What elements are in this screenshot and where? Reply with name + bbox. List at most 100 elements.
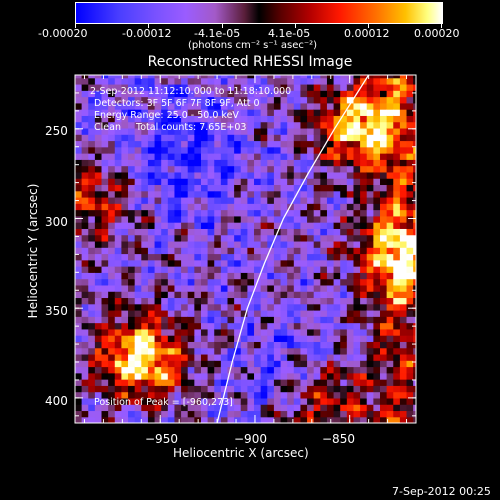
- heatmap-cell: [154, 165, 162, 173]
- heatmap-cell: [273, 203, 282, 211]
- heatmap-cell: [273, 146, 282, 154]
- heatmap-cell: [161, 90, 169, 98]
- heatmap-cell: [287, 190, 295, 198]
- heatmap-cell: [340, 134, 348, 142]
- heatmap-cell: [353, 347, 361, 355]
- heatmap-cell: [200, 385, 209, 393]
- heatmap-cell: [161, 341, 169, 349]
- heatmap-cell: [373, 416, 381, 423]
- heatmap-cell: [234, 178, 242, 186]
- heatmap-cell: [373, 322, 381, 330]
- heatmap-cell: [267, 272, 275, 280]
- heatmap-cell: [94, 259, 103, 267]
- heatmap-cell: [108, 171, 116, 179]
- heatmap-cell: [313, 291, 321, 299]
- heatmap-cell: [326, 366, 335, 374]
- heatmap-cell: [293, 75, 302, 79]
- heatmap-cell: [293, 184, 302, 192]
- heatmap-cell: [413, 234, 416, 242]
- heatmap-cell: [174, 153, 182, 160]
- heatmap-cell: [333, 266, 341, 273]
- heatmap-cell: [380, 96, 388, 104]
- heatmap-cell: [293, 347, 302, 355]
- heatmap-cell: [227, 146, 235, 154]
- heatmap-cell: [393, 272, 401, 280]
- heatmap-cell: [181, 353, 189, 361]
- heatmap-cell: [247, 291, 255, 299]
- heatmap-cell: [101, 410, 109, 418]
- heatmap-cell: [101, 184, 109, 192]
- heatmap-cell: [380, 410, 388, 418]
- heatmap-cell: [254, 404, 262, 412]
- heatmap-cell: [240, 253, 248, 261]
- heatmap-cell: [399, 83, 408, 91]
- heatmap-cell: [134, 171, 142, 179]
- heatmap-cell: [108, 96, 116, 104]
- heatmap-cell: [167, 247, 176, 255]
- heatmap-cell: [313, 266, 321, 273]
- heatmap-cell: [413, 303, 416, 311]
- heatmap-cell: [360, 316, 368, 324]
- heatmap-cell: [121, 291, 129, 299]
- heatmap-cell: [227, 360, 235, 368]
- heatmap-cell: [280, 222, 288, 229]
- heatmap-cell: [214, 322, 222, 330]
- heatmap-cell: [346, 328, 355, 336]
- heatmap-cell: [353, 297, 361, 305]
- heatmap-cell: [366, 303, 374, 311]
- heatmap-cell: [273, 404, 282, 412]
- heatmap-cell: [234, 240, 242, 248]
- heatmap-cell: [254, 397, 262, 405]
- heatmap-cell: [81, 184, 89, 192]
- heatmap-cell: [320, 159, 328, 167]
- heatmap-cell: [200, 228, 209, 236]
- heatmap-cell: [121, 410, 129, 418]
- heatmap-cell: [353, 416, 361, 423]
- heatmap-cell: [167, 372, 176, 380]
- heatmap-cell: [287, 335, 295, 342]
- heatmap-cell: [240, 115, 248, 123]
- heatmap-cell: [220, 234, 229, 242]
- heatmap-cell: [320, 203, 328, 211]
- heatmap-cell: [353, 165, 361, 173]
- heatmap-cell: [340, 247, 348, 255]
- heatmap-cell: [393, 159, 401, 167]
- heatmap-cell: [108, 404, 116, 412]
- heatmap-cell: [340, 335, 348, 342]
- heatmap-cell: [333, 347, 341, 355]
- heatmap-cell: [214, 115, 222, 123]
- heatmap-cell: [333, 328, 341, 336]
- heatmap-cell: [360, 96, 368, 104]
- heatmap-cell: [399, 291, 408, 299]
- heatmap-cell: [141, 253, 149, 261]
- heatmap-cell: [380, 379, 388, 386]
- heatmap-cell: [234, 416, 242, 423]
- heatmap-cell: [94, 253, 103, 261]
- heatmap-cell: [353, 171, 361, 179]
- heatmap-cell: [254, 184, 262, 192]
- heatmap-cell: [194, 196, 202, 204]
- heatmap-cell: [81, 222, 89, 229]
- heatmap-cell: [346, 303, 355, 311]
- heatmap-cell: [81, 309, 89, 317]
- heatmap-cell: [128, 259, 136, 267]
- heatmap-cell: [94, 234, 103, 242]
- heatmap-cell: [393, 404, 401, 412]
- heatmap-cell: [340, 196, 348, 204]
- heatmap-cell: [393, 153, 401, 160]
- heatmap-cell: [161, 153, 169, 160]
- heatmap-cell: [366, 75, 374, 79]
- heatmap-cell: [399, 385, 408, 393]
- heatmap-cell: [128, 102, 136, 110]
- heatmap-cell: [386, 397, 394, 405]
- heatmap-cell: [360, 397, 368, 405]
- heatmap-cell: [386, 140, 394, 148]
- heatmap-cell: [300, 228, 308, 236]
- heatmap-cell: [101, 391, 109, 399]
- heatmap-cell: [247, 328, 255, 336]
- heatmap-cell: [346, 234, 355, 242]
- heatmap-cell: [307, 228, 315, 236]
- heatmap-cell: [346, 196, 355, 204]
- heatmap-cell: [287, 347, 295, 355]
- heatmap-cell: [267, 153, 275, 160]
